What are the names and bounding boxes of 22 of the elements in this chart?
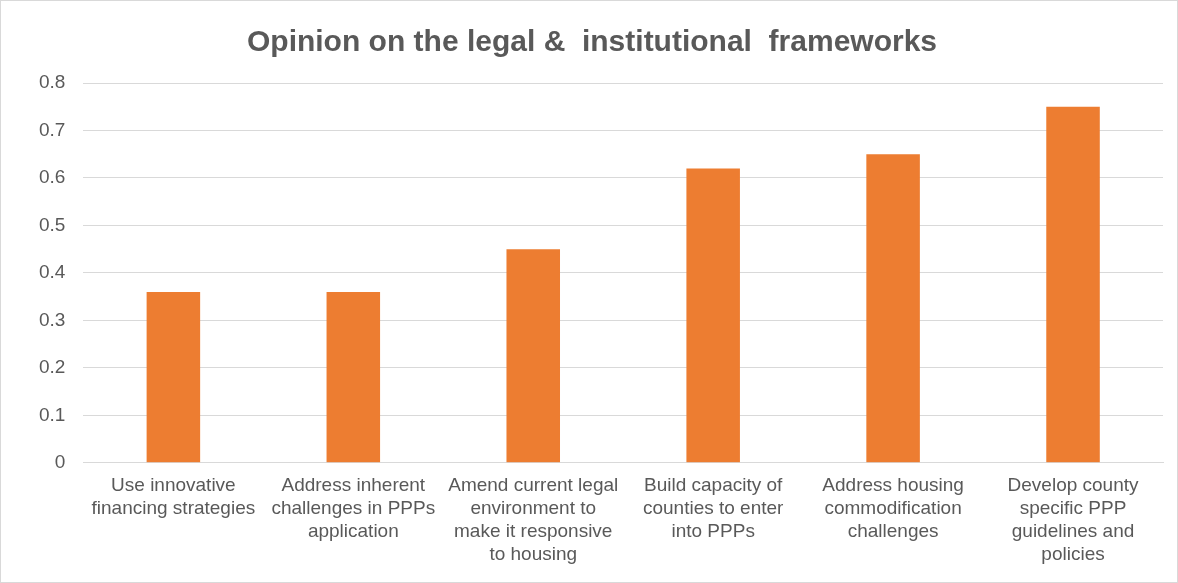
y-tick-label: 0 xyxy=(54,451,66,473)
bar xyxy=(1046,106,1100,463)
bar xyxy=(866,154,920,463)
chart-title: Opinion on the legal & institutional frameworks xyxy=(246,24,938,58)
x-tick-label: Use innovative financing strategies xyxy=(91,474,256,519)
x-tick-label: Develop county specific PPP guidelines and policies xyxy=(1007,474,1140,564)
y-tick-label: 0.8 xyxy=(38,71,66,93)
x-tick-label: Build capacity of counties to enter into PPPs xyxy=(642,474,785,542)
x-tick-label: Address housing commodification challenges xyxy=(822,474,964,542)
y-tick-label: 0.6 xyxy=(38,166,66,188)
y-tick-label: 0.7 xyxy=(38,118,66,140)
bar xyxy=(506,249,561,463)
bar xyxy=(146,291,201,463)
bar xyxy=(326,291,381,463)
y-tick-label: 0.3 xyxy=(38,308,66,330)
x-tick-label: Amend current legal environment to make it responsive to housing xyxy=(448,474,619,564)
y-tick-label: 0.1 xyxy=(38,403,66,425)
y-tick-label: 0.2 xyxy=(38,356,66,378)
y-tick-label: 0.4 xyxy=(38,261,66,283)
x-tick-label: Address inherent challenges in PPPs application xyxy=(271,474,436,542)
bar xyxy=(686,168,740,463)
y-tick-label: 0.5 xyxy=(38,213,66,235)
